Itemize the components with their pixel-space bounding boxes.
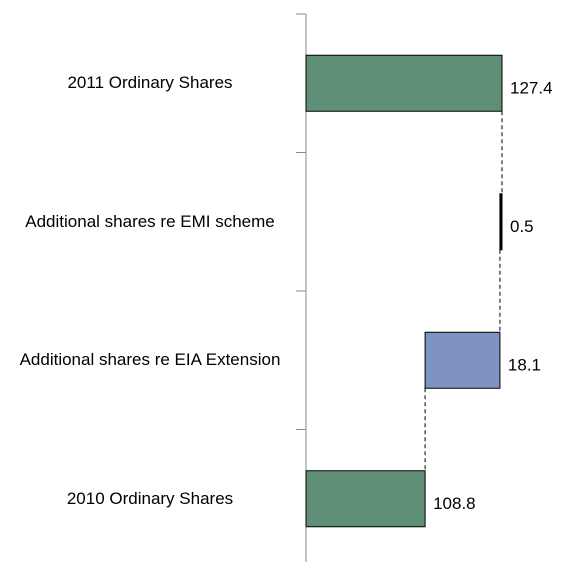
category-label: 2010 Ordinary Shares — [66, 488, 234, 508]
value-label: 0.5 — [510, 217, 534, 236]
value-label: 18.1 — [508, 356, 541, 375]
value-label: 108.8 — [433, 494, 476, 513]
bar — [305, 54, 503, 112]
value-label: 127.4 — [510, 79, 553, 98]
category-label: Additional shares re EMI scheme — [25, 211, 275, 231]
bar — [305, 470, 426, 528]
bar — [424, 331, 501, 389]
category-label: 2011 Ordinary Shares — [67, 73, 233, 93]
bar — [499, 193, 503, 251]
category-label: Additional shares re EIA Extension — [19, 350, 281, 370]
